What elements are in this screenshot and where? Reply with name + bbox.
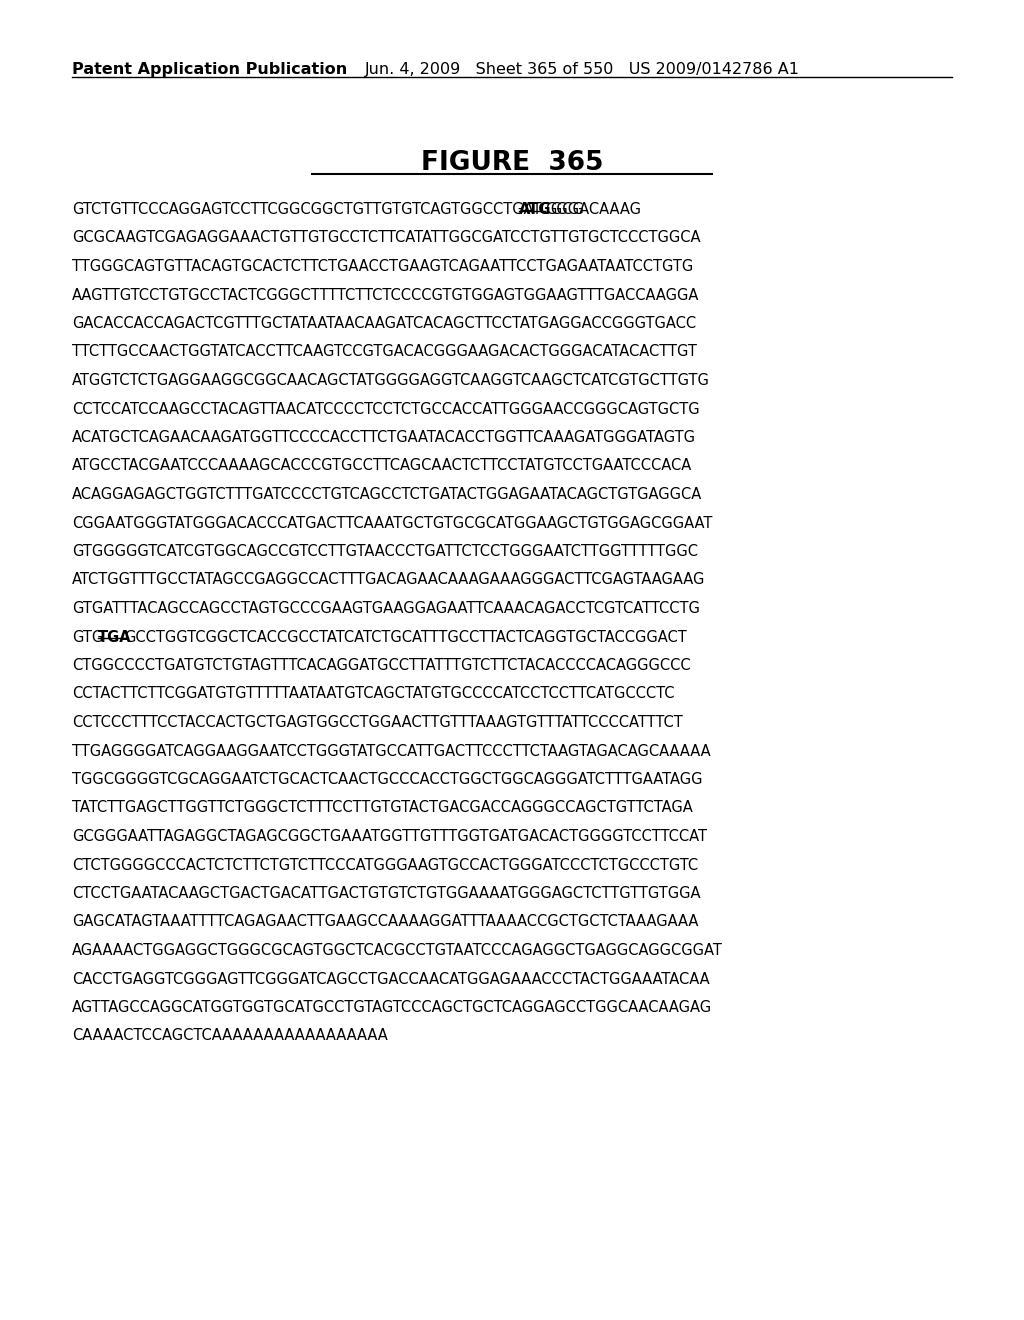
Text: GCGCAAGTCGAGAGGAAACTGTTGTGCCTCTTCATATTGGCGATCCTGTTGTGCTCCCTGGCA: GCGCAAGTCGAGAGGAAACTGTTGTGCCTCTTCATATTGG…: [72, 231, 700, 246]
Text: CAAAACTCCAGCTCAAAAAAAAAAAAAAAAA: CAAAACTCCAGCTCAAAAAAAAAAAAAAAAA: [72, 1028, 388, 1044]
Text: CCTACTTCTTCGGATGTGTTTTTAATAATGTCAGCTATGTGCCCCATCCTCCTTCATGCCCTC: CCTACTTCTTCGGATGTGTTTTTAATAATGTCAGCTATGT…: [72, 686, 675, 701]
Text: Patent Application Publication: Patent Application Publication: [72, 62, 347, 77]
Text: ATGCCTACGAATCCCAAAAGCACCCGTGCCTTCAGCAACTCTTCCTATGTCCTGAATCCCACA: ATGCCTACGAATCCCAAAAGCACCCGTGCCTTCAGCAACT…: [72, 458, 692, 474]
Text: GAGCATAGTAAATTTTCAGAGAACTTGAAGCCAAAAGGATTTAAAACCGCTGCTCTAAAGAAA: GAGCATAGTAAATTTTCAGAGAACTTGAAGCCAAAAGGAT…: [72, 915, 698, 929]
Text: GACACCACCAGACTCGTTTGCTATAATAACAAGATCACAGCTTCCTATGAGGACCGGGTGACC: GACACCACCAGACTCGTTTGCTATAATAACAAGATCACAG…: [72, 315, 696, 331]
Text: GCCTGGTCGGCTCACCGCCTATCATCTGCATTTGCCTTACTCAGGTGCTACCGGACT: GCCTGGTCGGCTCACCGCCTATCATCTGCATTTGCCTTAC…: [125, 630, 687, 644]
Text: Jun. 4, 2009   Sheet 365 of 550   US 2009/0142786 A1: Jun. 4, 2009 Sheet 365 of 550 US 2009/01…: [365, 62, 800, 77]
Text: ATCTGGTTTGCCTATAGCCGAGGCCACTTTGACAGAACAAAGAAAGGGACTTCGAGTAAGAAG: ATCTGGTTTGCCTATAGCCGAGGCCACTTTGACAGAACAA…: [72, 573, 706, 587]
Text: CTCCTGAATACAAGCTGACTGACATTGACTGTGTCTGTGGAAAATGGGAGCTCTTGTTGTGGA: CTCCTGAATACAAGCTGACTGACATTGACTGTGTCTGTGG…: [72, 886, 700, 902]
Text: FIGURE  365: FIGURE 365: [421, 150, 603, 176]
Text: AAGTTGTCCTGTGCCTACTCGGGCTTTTCTTCTCCCCGTGTGGAGTGGAAGTTTGACCAAGGA: AAGTTGTCCTGTGCCTACTCGGGCTTTTCTTCTCCCCGTG…: [72, 288, 699, 302]
Text: ACAGGAGAGCTGGTCTTTGATCCCCTGTCAGCCTCTGATACTGGAGAATACAGCTGTGAGGCA: ACAGGAGAGCTGGTCTTTGATCCCCTGTCAGCCTCTGATA…: [72, 487, 702, 502]
Text: ATGGTCTCTGAGGAAGGCGGCAACAGCTATGGGGAGGTCAAGGTCAAGCTCATCGTGCTTGTG: ATGGTCTCTGAGGAAGGCGGCAACAGCTATGGGGAGGTCA…: [72, 374, 710, 388]
Text: CACCTGAGGTCGGGAGTTCGGGATCAGCCTGACCAACATGGAGAAACCCTACTGGAAATACAA: CACCTGAGGTCGGGAGTTCGGGATCAGCCTGACCAACATG…: [72, 972, 710, 986]
Text: ACATGCTCAGAACAAGATGGTTCCCCACCTTCTGAATACACCTGGTTCAAAGATGGGATAGTG: ACATGCTCAGAACAAGATGGTTCCCCACCTTCTGAATACA…: [72, 430, 696, 445]
Text: CTCTGGGGCCCACTCTCTTCTGTCTTCCCATGGGAAGTGCCACTGGGATCCCTCTGCCCTGTC: CTCTGGGGCCCACTCTCTTCTGTCTTCCCATGGGAAGTGC…: [72, 858, 698, 873]
Text: TTGGGCAGTGTTACAGTGCACTCTTCTGAACCTGAAGTCAGAATTCCTGAGAATAATCCTGTG: TTGGGCAGTGTTACAGTGCACTCTTCTGAACCTGAAGTCA…: [72, 259, 693, 275]
Text: TTGAGGGGATCAGGAAGGAATCCTGGGTATGCCATTGACTTCCCTTCTAAGTAGACAGCAAAAA: TTGAGGGGATCAGGAAGGAATCCTGGGTATGCCATTGACT…: [72, 743, 711, 759]
Text: TGGCGGGGTCGCAGGAATCTGCACTCAACTGCCCACCTGGCTGGCAGGGATCTTTGAATAGG: TGGCGGGGTCGCAGGAATCTGCACTCAACTGCCCACCTGG…: [72, 772, 702, 787]
Text: CCTCCCTTTCCTACCACTGCTGAGTGGCCTGGAACTTGTTTAAAGTGTTTATTCCCCATTTCT: CCTCCCTTTCCTACCACTGCTGAGTGGCCTGGAACTTGTT…: [72, 715, 683, 730]
Text: CCTCCATCCAAGCCTACAGTTAACATCCCCTCCTCTGCCACCATTGGGAACCGGGCAGTGCTG: CCTCCATCCAAGCCTACAGTTAACATCCCCTCCTCTGCCA…: [72, 401, 699, 417]
Text: GTGGGGGTCATCGTGGCAGCCGTCCTTGTAACCCTGATTCTCCTGGGAATCTTGGTTTTTGGC: GTGGGGGTCATCGTGGCAGCCGTCCTTGTAACCCTGATTC…: [72, 544, 698, 558]
Text: GGGACAAAG: GGGACAAAG: [546, 202, 641, 216]
Text: ATG: ATG: [519, 202, 552, 216]
Text: GTG: GTG: [72, 630, 103, 644]
Text: AGTTAGCCAGGCATGGTGGTGCATGCCTGTAGTCCCAGCTGCTCAGGAGCCTGGCAACAAGAG: AGTTAGCCAGGCATGGTGGTGCATGCCTGTAGTCCCAGCT…: [72, 1001, 712, 1015]
Text: CTGGCCCCTGATGTCTGTAGTTTCACAGGATGCCTTATTTGTCTTCTACACCCCACAGGGCCC: CTGGCCCCTGATGTCTGTAGTTTCACAGGATGCCTTATTT…: [72, 657, 690, 673]
Text: TGA: TGA: [98, 630, 132, 644]
Text: GTCTGTTCCCAGGAGTCCTTCGGCGGCTGTTGTGTCAGTGGCCTGATCGCG: GTCTGTTCCCAGGAGTCCTTCGGCGGCTGTTGTGTCAGTG…: [72, 202, 584, 216]
Text: TATCTTGAGCTTGGTTCTGGGCTCTTTCCTTGTGTACTGACGACCAGGGCCAGCTGTTCTAGA: TATCTTGAGCTTGGTTCTGGGCTCTTTCCTTGTGTACTGA…: [72, 800, 693, 816]
Text: TTCTTGCCAACTGGTATCACCTTCAAGTCCGTGACACGGGAAGACACTGGGACATACACTTGT: TTCTTGCCAACTGGTATCACCTTCAAGTCCGTGACACGGG…: [72, 345, 697, 359]
Text: CGGAATGGGTATGGGACACCCATGACTTCAAATGCTGTGCGCATGGAAGCTGTGGAGCGGAAT: CGGAATGGGTATGGGACACCCATGACTTCAAATGCTGTGC…: [72, 516, 713, 531]
Text: GTGATTTACAGCCAGCCTAGTGCCCGAAGTGAAGGAGAATTCAAACAGACCTCGTCATTCCTG: GTGATTTACAGCCAGCCTAGTGCCCGAAGTGAAGGAGAAT…: [72, 601, 699, 616]
Text: GCGGGAATTAGAGGCTAGAGCGGCTGAAATGGTTGTTTGGTGATGACACTGGGGTCCTTCCAT: GCGGGAATTAGAGGCTAGAGCGGCTGAAATGGTTGTTTGG…: [72, 829, 707, 843]
Text: AGAAAACTGGAGGCTGGGCGCAGTGGCTCACGCCTGTAATCCCAGAGGCTGAGGCAGGCGGAT: AGAAAACTGGAGGCTGGGCGCAGTGGCTCACGCCTGTAAT…: [72, 942, 723, 958]
